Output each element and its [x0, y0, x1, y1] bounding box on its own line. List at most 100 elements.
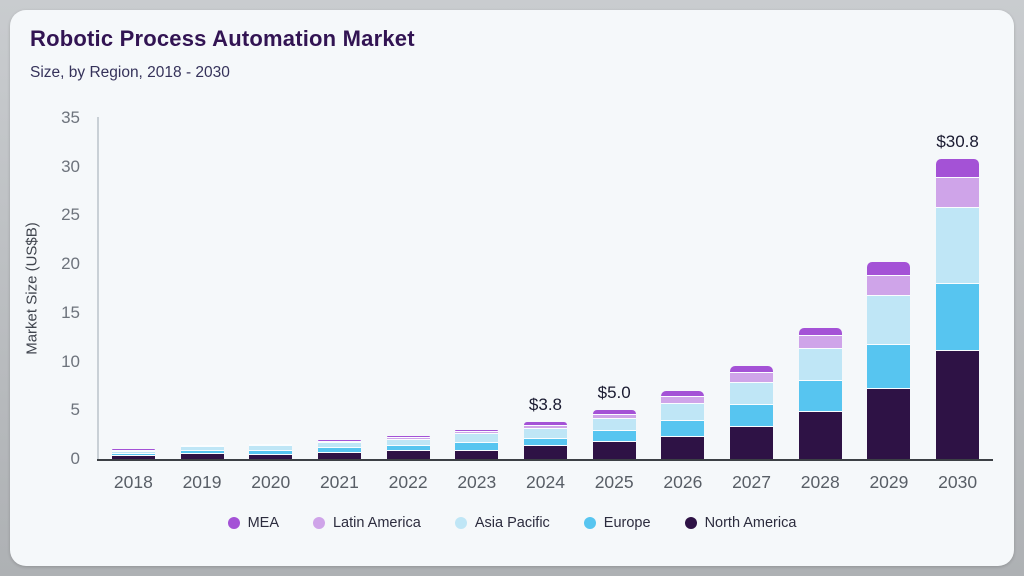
segment-mea-2021 — [317, 439, 361, 441]
bar-slot-2026 — [649, 108, 718, 459]
segment-latin-america-2023 — [455, 431, 499, 434]
segment-mea-2022 — [386, 436, 430, 438]
bar-2020 — [249, 443, 293, 459]
chart-subtitle: Size, by Region, 2018 - 2030 — [30, 64, 230, 81]
segment-latin-america-2024 — [523, 424, 567, 428]
segment-asia-pacific-2020 — [249, 445, 293, 450]
segment-europe-2030 — [936, 282, 980, 350]
segment-north-america-2029 — [867, 387, 911, 459]
segment-north-america-2022 — [386, 450, 430, 459]
segment-europe-2020 — [249, 449, 293, 454]
x-axis-line — [97, 459, 993, 461]
segment-north-america-2027 — [730, 425, 774, 459]
segment-asia-pacific-2022 — [386, 438, 430, 446]
segment-north-america-2019 — [180, 453, 224, 459]
segment-europe-2018 — [111, 452, 155, 455]
y-tick-label: 10 — [61, 351, 80, 371]
bar-slot-2027 — [717, 108, 786, 459]
legend-dot-asia-pacific — [454, 517, 467, 529]
y-tick-label: 0 — [70, 449, 80, 468]
segment-latin-america-2018 — [111, 449, 155, 451]
segment-mea-2023 — [455, 430, 499, 432]
x-axis-labels: 2018 2019 2020 2021 2022 2023 2024 2025 2026 2027… — [99, 472, 992, 493]
bar-2026 — [661, 390, 705, 459]
segment-asia-pacific-2024 — [523, 427, 567, 438]
y-tick-label: 15 — [61, 302, 80, 322]
segment-asia-pacific-2028 — [798, 347, 842, 381]
segment-asia-pacific-2026 — [661, 402, 705, 421]
legend-dot-latin-america — [312, 517, 325, 529]
segment-north-america-2018 — [111, 454, 155, 459]
segment-latin-america-2022 — [386, 437, 430, 439]
segment-europe-2021 — [317, 447, 361, 452]
segment-mea-2027 — [730, 366, 774, 373]
bar-slot-2030: $30.8 — [923, 108, 992, 459]
segment-north-america-2030 — [936, 349, 980, 459]
value-label-2030: $30.8 — [936, 131, 979, 151]
segment-north-america-2020 — [249, 453, 293, 459]
segment-north-america-2025 — [592, 440, 636, 459]
segment-europe-2023 — [455, 441, 499, 450]
legend-item-mea: MEA — [227, 515, 279, 531]
x-label-2022: 2022 — [388, 472, 428, 492]
segment-latin-america-2021 — [317, 440, 361, 442]
bar-2030 — [936, 158, 980, 459]
segment-latin-america-2028 — [798, 335, 842, 348]
legend-item-north-america: North America — [684, 515, 796, 531]
x-label-2030: 2030 — [938, 472, 978, 492]
chart-title: Robotic Process Automation Market — [30, 26, 415, 51]
x-label-2028: 2028 — [800, 472, 840, 492]
y-tick-label: 30 — [61, 156, 80, 176]
segment-north-america-2024 — [523, 445, 567, 459]
y-tick-label: 20 — [61, 254, 80, 274]
segment-north-america-2028 — [798, 411, 842, 459]
bar-2018 — [111, 449, 155, 459]
segment-mea-2028 — [798, 327, 842, 336]
bar-2028 — [798, 327, 842, 459]
legend-dot-europe — [583, 517, 596, 529]
legend-label-asia-pacific: Asia Pacific — [474, 515, 550, 531]
bar-slot-2021 — [305, 108, 374, 459]
segment-asia-pacific-2030 — [936, 206, 980, 283]
bar-2027 — [730, 366, 774, 459]
segment-mea-2030 — [936, 158, 980, 178]
bar-slot-2029 — [855, 108, 924, 459]
legend-label-mea: MEA — [247, 515, 279, 531]
chart-card: Robotic Process Automation Market Size, … — [10, 10, 1014, 566]
segment-europe-2029 — [867, 344, 911, 388]
x-label-2026: 2026 — [663, 472, 703, 492]
x-label-2023: 2023 — [457, 472, 497, 492]
x-label-2021: 2021 — [319, 472, 359, 492]
segment-north-america-2026 — [661, 435, 705, 459]
bar-slot-2024: $3.8 — [511, 108, 580, 459]
segment-latin-america-2026 — [661, 395, 705, 403]
bar-slot-2019 — [168, 108, 237, 459]
segment-europe-2019 — [180, 450, 224, 454]
bar-2021 — [317, 439, 361, 459]
segment-latin-america-2027 — [730, 372, 774, 383]
x-label-2020: 2020 — [251, 472, 291, 492]
y-axis-title: Market Size (US$B) — [23, 222, 41, 355]
bar-2023 — [455, 430, 499, 459]
segment-asia-pacific-2025 — [592, 418, 636, 430]
legend-item-latin-america: Latin America — [312, 515, 421, 531]
segment-latin-america-2030 — [936, 177, 980, 207]
segment-asia-pacific-2027 — [730, 382, 774, 405]
bar-slot-2020 — [236, 108, 305, 459]
segment-europe-2026 — [661, 420, 705, 436]
x-label-2027: 2027 — [732, 472, 771, 492]
bar-slot-2022 — [374, 108, 443, 459]
segment-asia-pacific-2023 — [455, 433, 499, 442]
bar-2024 — [523, 422, 567, 459]
segment-asia-pacific-2019 — [180, 446, 224, 451]
segment-asia-pacific-2018 — [111, 450, 155, 453]
segment-mea-2024 — [523, 422, 567, 425]
x-label-2024: 2024 — [526, 472, 565, 492]
y-tick-label: 5 — [70, 400, 80, 420]
y-tick-label: 25 — [61, 205, 80, 225]
segment-north-america-2021 — [317, 451, 361, 459]
segment-latin-america-2025 — [592, 414, 636, 419]
x-label-2025: 2025 — [594, 472, 634, 492]
segment-latin-america-2029 — [867, 274, 911, 296]
segment-asia-pacific-2021 — [317, 441, 361, 448]
